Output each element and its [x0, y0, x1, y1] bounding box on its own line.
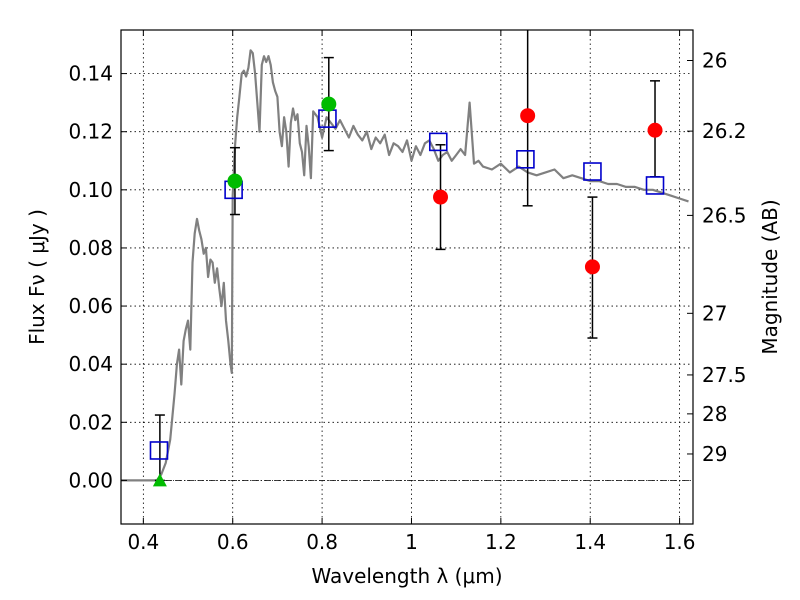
y-tick-label: 0.02	[68, 410, 113, 434]
ticks	[121, 30, 693, 524]
x-tick-label: 0.4	[127, 530, 159, 554]
x-tick-label: 0.8	[306, 530, 338, 554]
plot-frame	[120, 29, 694, 525]
x-tick-label: 0.6	[217, 530, 249, 554]
data-point-marker	[321, 96, 337, 112]
y-tick-label: 0.00	[68, 468, 113, 492]
model-square-marker	[149, 441, 169, 460]
data-point-marker	[584, 259, 600, 275]
y-tick-label: 0.12	[68, 120, 113, 144]
right-tick-label: 29	[702, 442, 727, 466]
tick-labels: 0.4 0.6 0.8 1 1.2 1.4 1.6 0.00 0.02 0.04 0.06 0.08 0…	[68, 49, 746, 554]
spectrum-group	[121, 49, 689, 482]
y-tick-label: 0.08	[68, 236, 113, 260]
x-tick-label: 1	[405, 530, 418, 554]
x-tick-label: 1.6	[664, 530, 696, 554]
model-square-marker	[645, 176, 665, 195]
markers	[149, 96, 665, 487]
right-axis-label: Magnitude (AB)	[758, 199, 782, 354]
y-tick-label: 0.06	[68, 294, 113, 318]
x-tick-label: 1.2	[485, 530, 517, 554]
y-tick-label: 0.10	[68, 178, 113, 202]
model-square-marker	[428, 132, 448, 152]
y-tick-label: 0.04	[68, 352, 113, 376]
right-tick-label: 26.2	[702, 119, 747, 143]
right-tick-label: 26.5	[702, 203, 747, 227]
data-point-marker	[647, 122, 663, 138]
model-square-marker	[516, 150, 535, 169]
model-spectrum-line	[121, 49, 689, 482]
right-tick-label: 27	[702, 301, 727, 325]
x-tick-label: 1.4	[574, 530, 606, 554]
y-axis-label: Flux Fν ( μJy )	[25, 209, 49, 345]
right-tick-label: 27.5	[702, 363, 747, 387]
y-tick-label: 0.14	[68, 62, 113, 86]
right-tick-label: 26	[702, 49, 727, 73]
right-tick-label: 28	[702, 402, 727, 426]
data-point-marker	[520, 108, 536, 124]
x-axis-label: Wavelength λ (μm)	[311, 564, 502, 588]
data-point-marker	[433, 189, 449, 205]
grid	[121, 30, 693, 524]
upper-limit-marker	[152, 473, 167, 487]
model-square-marker	[583, 162, 602, 181]
data-point-marker	[227, 173, 243, 189]
